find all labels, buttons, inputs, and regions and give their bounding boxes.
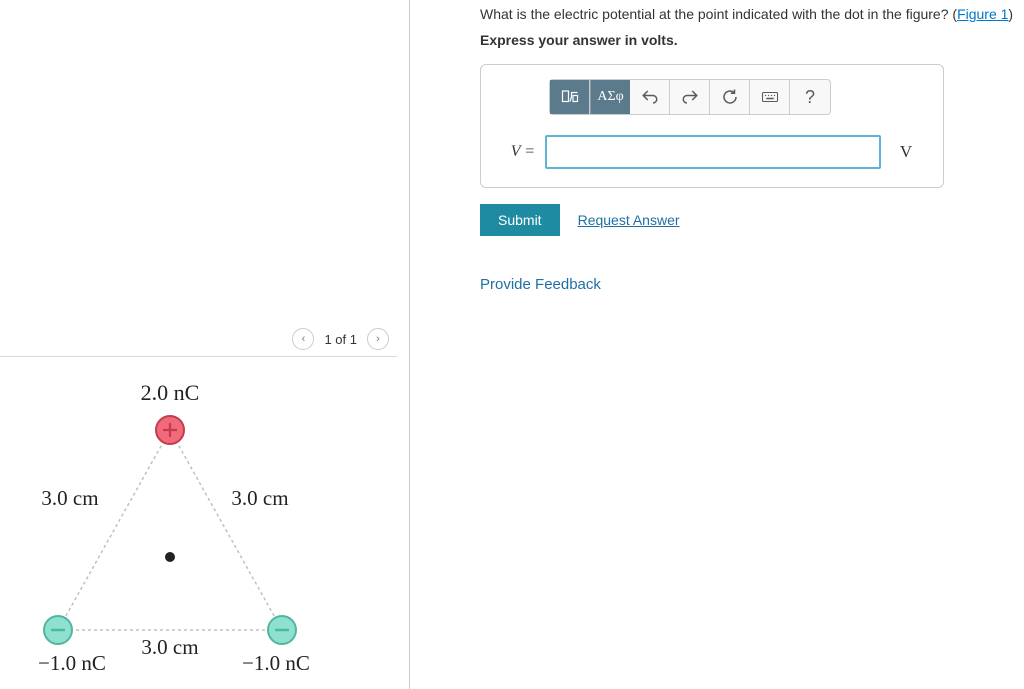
question-pre: What is the electric potential at the po…: [480, 6, 957, 22]
equation-toolbar: ΑΣφ ?: [549, 79, 831, 115]
answer-box: ΑΣφ ? V = V: [480, 64, 944, 188]
help-button[interactable]: ?: [790, 80, 830, 114]
undo-button[interactable]: [630, 80, 670, 114]
reset-button[interactable]: [710, 80, 750, 114]
keyboard-button[interactable]: [750, 80, 790, 114]
variable-label: V =: [495, 143, 535, 161]
instruction-text: Express your answer in volts.: [480, 32, 1024, 48]
provide-feedback-link[interactable]: Provide Feedback: [480, 276, 1024, 293]
panel-divider: [0, 356, 397, 357]
bottom-side-label: 3.0 cm: [141, 635, 198, 659]
submit-button[interactable]: Submit: [480, 204, 560, 236]
figure-counter: 1 of 1: [320, 332, 361, 347]
figure-link[interactable]: Figure 1: [957, 6, 1008, 22]
bl-charge-label: −1.0 nC: [38, 651, 106, 670]
figure-nav: ‹ 1 of 1 ›: [292, 328, 389, 350]
question-text: What is the electric potential at the po…: [480, 6, 1024, 22]
answer-input-row: V = V: [495, 135, 929, 169]
unit-label: V: [891, 142, 921, 162]
request-answer-link[interactable]: Request Answer: [578, 212, 680, 228]
figure-prev-button[interactable]: ‹: [292, 328, 314, 350]
answer-input[interactable]: [545, 135, 881, 169]
br-charge-label: −1.0 nC: [242, 651, 310, 670]
actions-row: Submit Request Answer: [480, 204, 1024, 236]
redo-button[interactable]: [670, 80, 710, 114]
greek-button[interactable]: ΑΣφ: [590, 80, 630, 114]
question-post: ): [1008, 6, 1013, 22]
figure-diagram: 2.0 nC 3.0 cm 3.0 cm 3.0 cm −1.0 nC −1.0…: [20, 370, 380, 670]
templates-button[interactable]: [550, 80, 590, 114]
figure-panel: ‹ 1 of 1 › 2.0 nC 3.0 cm 3.0 cm 3: [0, 0, 410, 689]
top-charge-label: 2.0 nC: [141, 380, 200, 405]
question-panel: What is the electric potential at the po…: [410, 0, 1024, 689]
figure-next-button[interactable]: ›: [367, 328, 389, 350]
left-side-label: 3.0 cm: [41, 486, 98, 510]
right-side-label: 3.0 cm: [231, 486, 288, 510]
